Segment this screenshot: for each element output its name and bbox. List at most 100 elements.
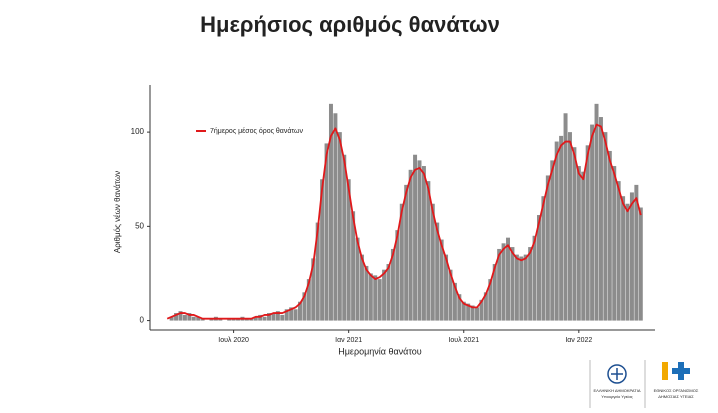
eody-mark [678,362,684,380]
bar [382,269,387,321]
bar [448,269,453,321]
bar [324,143,329,321]
bar [284,309,289,321]
bar [541,196,546,321]
bar [563,113,568,321]
logos: ΕΛΛΗΝΙΚΗ ΔΗΜΟΚΡΑΤΙΑ Υπουργείο Υγείας ΕΘΝ… [589,360,699,408]
bar [421,166,426,321]
bar [514,254,519,321]
bar [280,314,285,321]
bar [479,299,484,321]
average-line [166,123,642,320]
bar [598,117,603,321]
bar [302,292,307,321]
bar [430,203,435,321]
bar [501,243,506,321]
bar [488,279,493,321]
bar [258,314,263,321]
bar [182,314,187,321]
bar [293,309,298,321]
bar [178,311,183,321]
bar [603,132,608,321]
bar [594,103,599,321]
bar [174,313,179,321]
bar [262,316,267,321]
bar [457,294,462,321]
bar [590,124,595,321]
bar [435,222,440,321]
bar [621,196,626,321]
x-axis-title: Ημερομηνία θανάτου [338,346,422,356]
bar [236,318,241,321]
bar [510,247,515,321]
legend: 7ήμερος μέσος όρος θανάτων [196,127,304,135]
x-tick-label: Ιαν 2021 [335,337,362,344]
bar [377,279,382,321]
bar [413,154,418,321]
bar [231,318,236,321]
bar [187,313,192,321]
bar [359,254,364,321]
bar [607,150,612,321]
bar [638,207,643,321]
bar [492,264,497,321]
bar [497,248,502,321]
logo-text: ΔΗΜΟΣΙΑΣ ΥΓΕΙΑΣ [658,394,694,399]
bar [523,254,528,321]
x-tick-label: Ιουλ 2020 [218,337,249,344]
bar [169,316,174,321]
bar [271,313,276,321]
bar [629,192,634,321]
bar [452,282,457,321]
bar [466,303,471,321]
y-axis-title: Αριθμός νέων θανάτων [113,171,122,253]
bar [320,179,325,321]
bar [244,318,249,321]
y-tick-label: 0 [140,316,145,325]
bar [532,235,537,321]
legend-label: 7ήμερος μέσος όρος θανάτων [210,127,304,135]
bar [572,147,577,321]
bar [536,215,541,321]
bar [576,166,581,321]
bar [306,279,311,321]
bar [328,103,333,321]
y-tick-label: 100 [131,127,145,136]
bar [227,318,232,321]
chart-title: Ημερήσιος αριθμός θανάτων [200,12,500,37]
bar [373,275,378,321]
bar [200,318,205,321]
bar [545,175,550,321]
bar [342,154,347,321]
emblem-cross [611,368,623,380]
x-tick-label: Ιαν 2022 [565,337,592,344]
bar [470,305,475,321]
bar [404,184,409,321]
bar [364,265,369,321]
bar [253,316,258,321]
bar [634,184,639,321]
bar [554,141,559,321]
bar [191,316,196,321]
bar [559,135,564,321]
logo-text: ΕΛΛΗΝΙΚΗ ΔΗΜΟΚΡΑΤΙΑ [594,388,641,393]
bar [218,318,223,321]
bar [395,230,400,321]
bar [315,222,320,321]
logo-text: Υπουργείο Υγείας [601,394,632,399]
bar [337,132,342,321]
bar [519,256,524,321]
bar [351,211,356,321]
bar [439,239,444,321]
bar [461,301,466,321]
emblem [607,364,627,384]
bar [417,160,422,321]
bar [355,237,360,321]
bar [267,313,272,321]
logo-text: ΕΘΝΙΚΟΣ ΟΡΓΑΝΙΣΜΟΣ [654,388,699,393]
x-tick-label: Ιουλ 2021 [448,337,479,344]
bar [399,203,404,321]
bar [196,316,201,321]
bar [209,318,214,321]
